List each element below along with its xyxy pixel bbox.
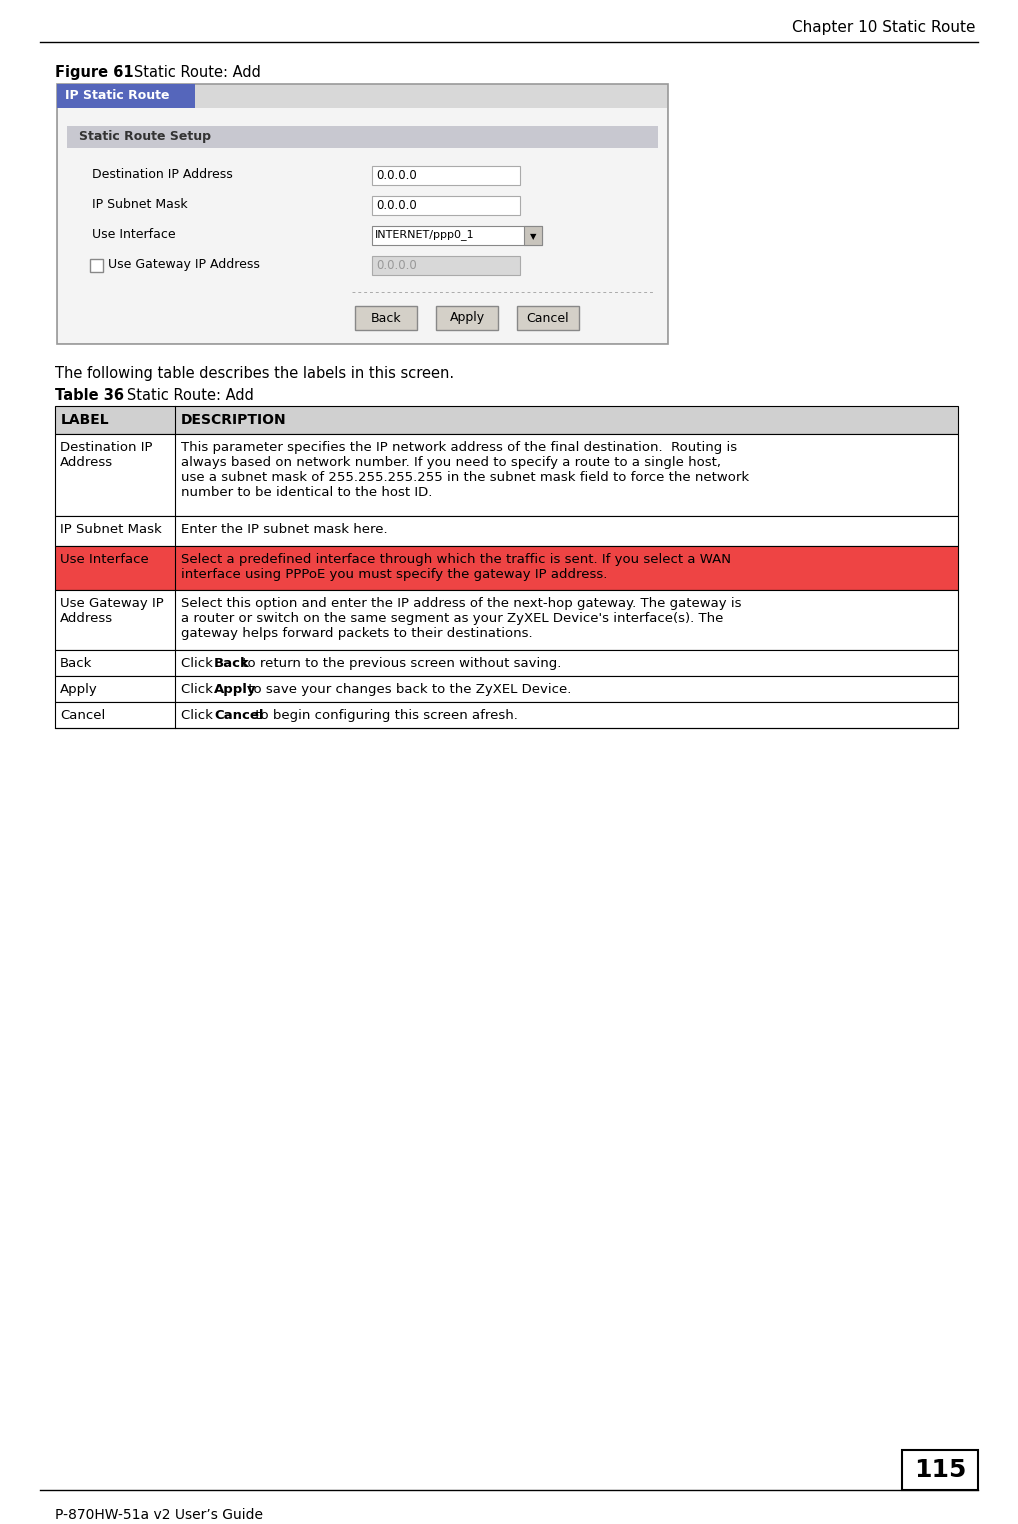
Text: Apply: Apply [449,311,485,325]
Bar [372,226,542,245]
Bar [55,651,958,677]
Text: gateway helps forward packets to their destinations.: gateway helps forward packets to their d… [181,626,532,640]
Bar [372,166,520,184]
Bar [57,84,668,344]
Bar [58,108,667,343]
Text: Enter the IP subnet mask here.: Enter the IP subnet mask here. [181,523,388,536]
Text: DESCRIPTION: DESCRIPTION [181,413,287,427]
Text: Static Route Setup: Static Route Setup [79,130,211,143]
Text: P-870HW-51a v2 User’s Guide: P-870HW-51a v2 User’s Guide [55,1509,263,1522]
Bar [55,546,958,590]
Text: 0.0.0.0: 0.0.0.0 [376,169,416,181]
Text: Click: Click [181,683,217,696]
Bar [57,84,195,108]
Bar [372,197,520,215]
Text: The following table describes the labels in this screen.: The following table describes the labels… [55,366,454,381]
Text: to return to the previous screen without saving.: to return to the previous screen without… [238,657,562,671]
Text: ▼: ▼ [529,232,536,241]
Text: Back: Back [214,657,249,671]
Bar [55,434,958,517]
Bar [902,1449,978,1490]
Text: Address: Address [60,456,113,469]
Text: Click: Click [181,709,217,722]
Text: Cancel: Cancel [214,709,264,722]
Bar [55,677,958,703]
Text: Address: Address [60,613,113,625]
Text: Apply: Apply [214,683,257,696]
Text: 115: 115 [914,1458,966,1481]
Text: Apply: Apply [60,683,98,696]
Bar [372,256,520,274]
Text: to begin configuring this screen afresh.: to begin configuring this screen afresh. [250,709,517,722]
Text: Back: Back [371,311,401,325]
Text: Cancel: Cancel [526,311,569,325]
Text: Destination IP: Destination IP [60,440,153,454]
Text: Cancel: Cancel [60,709,105,722]
Text: IP Subnet Mask: IP Subnet Mask [92,198,187,210]
Text: 0.0.0.0: 0.0.0.0 [376,259,416,271]
Text: Chapter 10 Static Route: Chapter 10 Static Route [792,20,976,35]
Bar [355,306,417,331]
Text: Use Gateway IP Address: Use Gateway IP Address [108,258,260,271]
Bar [524,226,542,245]
Bar [55,703,958,728]
Text: INTERNET/ppp0_1: INTERNET/ppp0_1 [375,229,474,239]
Text: IP Static Route: IP Static Route [65,88,170,102]
Text: a router or switch on the same segment as your ZyXEL Device's interface(s). The: a router or switch on the same segment a… [181,613,724,625]
Bar [67,126,658,148]
Text: LABEL: LABEL [61,413,110,427]
Text: 0.0.0.0: 0.0.0.0 [376,200,416,212]
Bar [55,405,958,434]
Text: Use Interface: Use Interface [60,553,149,565]
Text: Static Route: Add: Static Route: Add [120,66,261,79]
Text: interface using PPPoE you must specify the gateway IP address.: interface using PPPoE you must specify t… [181,568,608,581]
Text: IP Subnet Mask: IP Subnet Mask [60,523,162,536]
Bar [90,259,103,271]
Text: Use Gateway IP: Use Gateway IP [60,597,164,610]
Text: use a subnet mask of 255.255.255.255 in the subnet mask field to force the netwo: use a subnet mask of 255.255.255.255 in … [181,471,749,485]
Bar [55,590,958,651]
Bar [55,517,958,546]
Text: Use Interface: Use Interface [92,229,176,241]
Text: to save your changes back to the ZyXEL Device.: to save your changes back to the ZyXEL D… [244,683,572,696]
Text: Destination IP Address: Destination IP Address [92,168,233,181]
Text: This parameter specifies the IP network address of the final destination.  Routi: This parameter specifies the IP network … [181,440,737,454]
Text: Click: Click [181,657,217,671]
Text: Table 36: Table 36 [55,389,124,402]
Text: Back: Back [60,657,93,671]
Text: Figure 61: Figure 61 [55,66,133,79]
Text: Select a predefined interface through which the traffic is sent. If you select a: Select a predefined interface through wh… [181,553,731,565]
Bar [436,306,498,331]
Text: Select this option and enter the IP address of the next-hop gateway. The gateway: Select this option and enter the IP addr… [181,597,741,610]
Text: Static Route: Add: Static Route: Add [113,389,253,402]
Text: always based on network number. If you need to specify a route to a single host,: always based on network number. If you n… [181,456,721,469]
Bar [517,306,579,331]
Text: number to be identical to the host ID.: number to be identical to the host ID. [181,486,433,498]
